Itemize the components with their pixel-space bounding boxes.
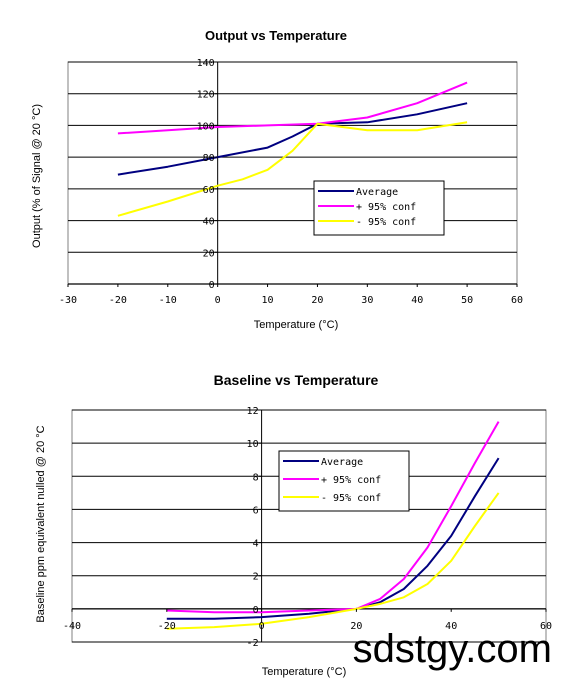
- chart2-y-tick-label: 8: [253, 472, 259, 483]
- chart1-y-tick-label: 140: [197, 58, 215, 69]
- chart2-legend-label-2: + 95% conf: [321, 475, 381, 486]
- chart1-x-axis-label: Temperature (°C): [254, 319, 338, 331]
- chart2-series-line-3: [166, 492, 500, 630]
- chart1-legend-label-3: - 95% conf: [356, 217, 416, 228]
- chart2-y-tick-label: 0: [253, 605, 259, 616]
- chart1-y-tick-label: 40: [203, 217, 215, 228]
- chart2-y-axis-label: Baseline ppm equivalent nulled @ 20 °C: [35, 425, 47, 622]
- chart2-x-tick-label: 0: [259, 621, 265, 632]
- chart1-series-line-3: [117, 121, 468, 217]
- chart2-y-tick-label: 6: [253, 505, 259, 516]
- chart1-title: Output vs Temperature: [205, 28, 347, 43]
- chart1-x-tick-label: -10: [159, 295, 177, 306]
- chart1-y-tick-label: 60: [203, 185, 215, 196]
- chart2-y-tick-label: 4: [253, 539, 259, 550]
- watermark-text: sdstgy.com: [353, 627, 552, 671]
- chart1-x-tick-label: 60: [511, 295, 523, 306]
- chart1-y-tick-label: 20: [203, 248, 215, 259]
- chart1-series-line-1: [117, 102, 468, 176]
- chart1-y-tick-label: 0: [209, 280, 215, 291]
- chart2-y-tick-label: 10: [247, 439, 259, 450]
- chart1-x-tick-label: 40: [411, 295, 423, 306]
- chart2-legend-label-1: Average: [321, 457, 363, 468]
- chart1-x-tick-label: 10: [262, 295, 274, 306]
- chart2-legend: Average + 95% conf - 95% conf: [278, 450, 410, 512]
- chart2-series-line-1: [166, 457, 500, 620]
- chart1-legend-label-2: + 95% conf: [356, 202, 416, 213]
- output-vs-temperature-chart: Output vs Temperature 020406080100120140…: [31, 28, 523, 331]
- chart2-series-line-2: [166, 421, 500, 614]
- chart1-x-tick-label: 50: [461, 295, 473, 306]
- chart1-x-tick-label: 30: [361, 295, 373, 306]
- chart2-x-tick-label: 40: [445, 621, 457, 632]
- chart1-series-line-2: [117, 81, 468, 135]
- chart2-x-tick-label: -20: [158, 621, 176, 632]
- chart2-y-tick-label: 2: [253, 572, 259, 583]
- chart2-y-tick-label: 12: [247, 406, 259, 417]
- chart2-legend-label-3: - 95% conf: [321, 493, 381, 504]
- chart1-y-tick-label: 120: [197, 90, 215, 101]
- chart2-x-tick-label: 60: [540, 621, 552, 632]
- chart1-x-tick-label: 20: [311, 295, 323, 306]
- chart1-y-tick-label: 100: [197, 121, 215, 132]
- chart2-y-tick-label: -2: [247, 638, 259, 649]
- chart2-x-tick-label: -40: [63, 621, 81, 632]
- chart1-y-axis-label: Output (% of Signal @ 20 °C): [31, 104, 43, 248]
- chart2-x-tick-label: 20: [350, 621, 362, 632]
- chart2-x-axis-label: Temperature (°C): [262, 666, 346, 678]
- chart2-plot-area: [71, 409, 547, 643]
- chart1-plot-area: [67, 61, 518, 285]
- chart1-y-tick-label: 80: [203, 153, 215, 164]
- chart1-legend-label-1: Average: [356, 187, 398, 198]
- chart1-legend: Average + 95% conf - 95% conf: [313, 180, 445, 236]
- chart1-x-tick-label: 0: [215, 295, 221, 306]
- chart1-x-tick-label: -20: [109, 295, 127, 306]
- chart2-title: Baseline vs Temperature: [214, 372, 379, 388]
- chart1-x-tick-label: -30: [59, 295, 77, 306]
